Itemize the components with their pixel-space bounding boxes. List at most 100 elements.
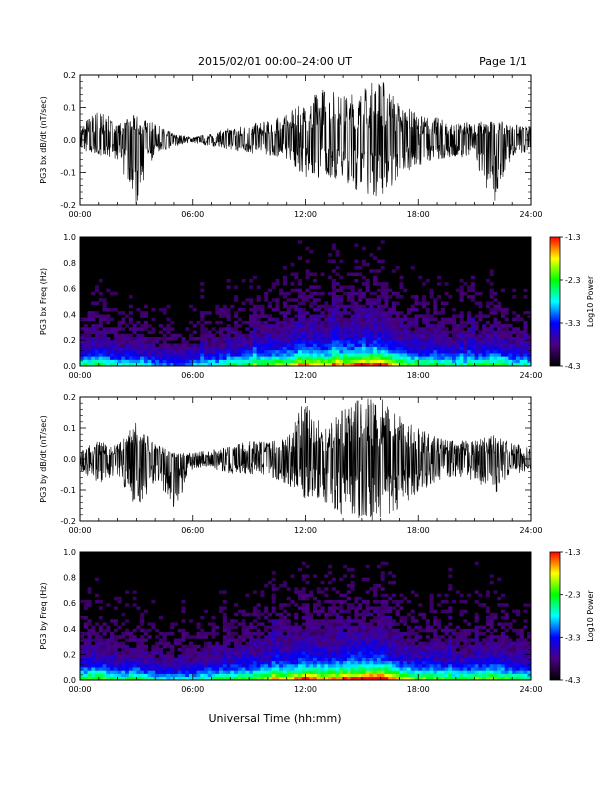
heatmap-cell [279, 362, 284, 367]
heatmap-cell [301, 346, 306, 351]
heatmap-cell [523, 667, 528, 671]
heatmap-cell [113, 670, 118, 674]
heatmap-cell [98, 657, 103, 662]
heatmap-cell [448, 657, 453, 662]
heatmap-cell [328, 564, 333, 569]
heatmap-cell [290, 349, 295, 354]
heatmap-cell [380, 295, 385, 299]
heatmap-cell [504, 670, 509, 674]
heatmap-cell [504, 651, 509, 655]
heatmap-cell [331, 664, 336, 668]
heatmap-cell [320, 356, 325, 360]
heatmap-cell [369, 291, 374, 296]
heatmap-cell [230, 349, 235, 354]
heatmap-cell [376, 295, 381, 299]
heatmap-cell [500, 340, 505, 344]
heatmap-cell [226, 349, 231, 354]
heatmap-cell [87, 657, 92, 662]
heatmap-cell [482, 336, 487, 341]
heatmap-cell [354, 644, 359, 649]
heatmap-cell [252, 327, 257, 331]
heatmap-cell [361, 616, 366, 620]
heatmap-cell [237, 644, 242, 649]
heatmap-cell [328, 664, 333, 668]
heatmap-cell [230, 340, 235, 344]
heatmap-cell [414, 343, 419, 347]
heatmap-cell [328, 353, 333, 357]
heatmap-cell [162, 307, 167, 312]
heatmap-cell [87, 317, 92, 322]
heatmap-cell [170, 336, 175, 341]
heatmap-cell [384, 346, 389, 351]
heatmap-cell [136, 346, 141, 351]
heatmap-cell [399, 359, 404, 364]
heatmap-cell [309, 622, 314, 626]
heatmap-cell [388, 667, 393, 671]
heatmap-cell [106, 648, 111, 652]
colorbar-tick-label: -2.3 [565, 276, 581, 285]
heatmap-cell [485, 648, 490, 652]
heatmap-cell [80, 600, 85, 604]
heatmap-cell [339, 304, 344, 309]
heatmap-cell [478, 330, 483, 335]
heatmap-cell [320, 362, 325, 367]
heatmap-cell [275, 612, 280, 617]
heatmap-cell [132, 603, 137, 607]
heatmap-cell [230, 648, 235, 652]
heatmap-cell [301, 648, 306, 652]
heatmap-cell [384, 641, 389, 646]
heatmap-cell [440, 353, 445, 357]
heatmap-cell [433, 298, 438, 302]
heatmap-cell [234, 651, 239, 655]
heatmap-cell [241, 362, 246, 367]
heatmap-cell [365, 612, 370, 617]
heatmap-cell [241, 673, 246, 678]
heatmap-cell [440, 346, 445, 351]
heatmap-cell [346, 644, 351, 649]
heatmap-cell [219, 660, 224, 665]
heatmap-cell [166, 673, 171, 678]
heatmap-cell [418, 343, 423, 347]
heatmap-cell [91, 301, 96, 306]
heatmap-cell [151, 343, 156, 347]
heatmap-cell [384, 619, 389, 623]
heatmap-cell [448, 628, 453, 633]
heatmap-cell [500, 343, 505, 347]
heatmap-cell [433, 670, 438, 674]
heatmap-cell [373, 606, 378, 610]
heatmap-cell [275, 307, 280, 312]
heatmap-cell [121, 346, 126, 351]
heatmap-cell [399, 600, 404, 604]
heatmap-cell [373, 660, 378, 665]
heatmap-cell [136, 644, 141, 649]
heatmap-cell [485, 330, 490, 335]
heatmap-cell [162, 343, 167, 347]
heatmap-cell [226, 622, 231, 626]
heatmap-cell [376, 259, 381, 264]
heatmap-cell [512, 619, 517, 623]
heatmap-cell [425, 301, 430, 306]
heatmap-cell [350, 603, 355, 607]
heatmap-cell [369, 346, 374, 351]
heatmap-cell [166, 657, 171, 662]
heatmap-cell [181, 651, 186, 655]
heatmap-cell [519, 330, 524, 335]
heatmap-cell [365, 288, 370, 293]
heatmap-cell [219, 654, 224, 658]
heatmap-cell [91, 628, 96, 633]
heatmap-cell [373, 333, 378, 338]
heatmap-cell [373, 275, 378, 280]
heatmap-cell [252, 670, 257, 674]
heatmap-cell [136, 625, 141, 630]
heatmap-cell [155, 644, 160, 649]
heatmap-cell [448, 638, 453, 642]
heatmap-cell [391, 359, 396, 364]
heatmap-cell [335, 288, 340, 293]
heatmap-cell [140, 635, 145, 639]
x-tick-label: 12:00 [294, 210, 317, 219]
heatmap-cell [301, 327, 306, 331]
heatmap-cell [121, 667, 126, 671]
heatmap-cell [313, 654, 318, 658]
heatmap-cell [437, 664, 442, 668]
heatmap-cell [117, 651, 122, 655]
